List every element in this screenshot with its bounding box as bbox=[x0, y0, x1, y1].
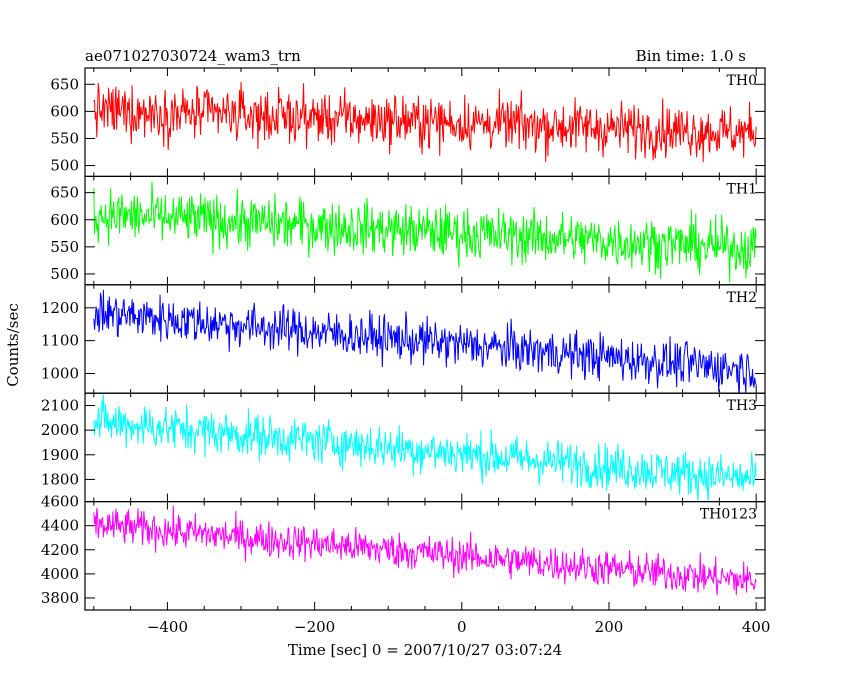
panels: 500 550 600 650 TH0 500 550 600 650 TH1 1000 1100 12… bbox=[41, 67, 766, 611]
x-tick-label: −200 bbox=[294, 618, 335, 636]
y-tick-label: 1000 bbox=[41, 364, 79, 382]
y-tick-label: 500 bbox=[50, 157, 79, 175]
y-tick-label: 1800 bbox=[41, 470, 79, 488]
x-axis-label: Time [sec] 0 = 2007/10/27 03:07:24 bbox=[288, 641, 562, 659]
panel-th1: 500 550 600 650 TH1 bbox=[50, 175, 766, 286]
x-tick-label: 400 bbox=[742, 618, 771, 636]
x-tick-label: 0 bbox=[457, 618, 467, 636]
y-tick-label: 4200 bbox=[41, 541, 79, 559]
bin-time-label: Bin time: 1.0 s bbox=[636, 47, 746, 65]
chart-title: ae071027030724_wam3_trn bbox=[85, 47, 301, 65]
y-tick-label: 3800 bbox=[41, 589, 79, 607]
y-tick-label: 650 bbox=[50, 184, 79, 202]
series-th0 bbox=[93, 82, 757, 163]
y-tick-label: 650 bbox=[50, 75, 79, 93]
panel-label-th1: TH1 bbox=[727, 181, 757, 197]
y-tick-label: 2000 bbox=[41, 421, 79, 439]
y-tick-label: 1900 bbox=[41, 446, 79, 464]
panel-th0: 500 550 600 650 TH0 bbox=[50, 67, 766, 178]
y-tick-label: 1100 bbox=[41, 332, 79, 350]
y-axis-label: Counts/sec bbox=[4, 303, 22, 387]
x-tick-label: 200 bbox=[595, 618, 624, 636]
panel-label-th3: TH3 bbox=[727, 398, 757, 414]
panel-frame bbox=[84, 501, 766, 611]
panel-label-th0: TH0 bbox=[727, 73, 757, 89]
y-tick-label: 4000 bbox=[41, 565, 79, 583]
y-tick-label: 1200 bbox=[41, 299, 79, 317]
y-tick-label: 550 bbox=[50, 238, 79, 256]
panel-label-th0123: TH0123 bbox=[700, 507, 757, 523]
series-th3 bbox=[93, 394, 757, 502]
y-tick-label: 4400 bbox=[41, 517, 79, 535]
series-th0123 bbox=[93, 505, 757, 596]
panel-th0123: 3800 4000 4200 4400 4600 TH0123 bbox=[41, 493, 766, 611]
y-tick-label: 550 bbox=[50, 129, 79, 147]
panel-th3: 1800 1900 2000 2100 TH3 bbox=[41, 392, 766, 503]
x-tick-label: −400 bbox=[147, 618, 188, 636]
series-th1 bbox=[93, 181, 757, 283]
panel-label-th2: TH2 bbox=[727, 290, 757, 306]
x-axis: −400 −200 0 200 400 bbox=[147, 618, 771, 636]
y-tick-label: 600 bbox=[50, 102, 79, 120]
series-th2 bbox=[93, 289, 757, 394]
y-tick-label: 2100 bbox=[41, 397, 79, 415]
y-tick-label: 4600 bbox=[41, 493, 79, 511]
panel-th2: 1000 1100 1200 TH2 bbox=[41, 284, 766, 394]
y-tick-label: 600 bbox=[50, 211, 79, 229]
y-tick-label: 500 bbox=[50, 265, 79, 283]
